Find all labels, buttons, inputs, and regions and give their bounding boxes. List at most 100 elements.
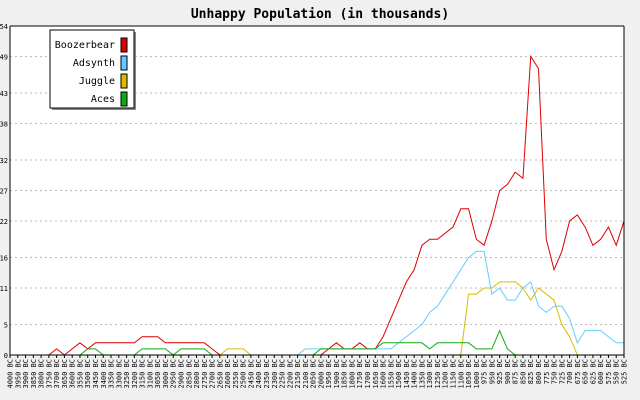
x-tick-label: 2850 BC: [185, 359, 193, 389]
x-tick-label: 1500 BC: [395, 359, 403, 389]
legend-swatch-juggle: [120, 73, 128, 89]
x-tick-label: 2250 BC: [279, 359, 287, 389]
x-tick-label: 3150 BC: [139, 359, 147, 389]
x-tick-label: 3600 BC: [69, 359, 77, 389]
legend-swatch-aces: [120, 91, 128, 107]
x-tick-label: 2150 BC: [294, 359, 302, 389]
x-tick-label: 1600 BC: [380, 359, 388, 389]
x-tick-label: 3900 BC: [22, 359, 30, 389]
x-tick-label: 3800 BC: [38, 359, 46, 389]
x-tick-label: 2700 BC: [209, 359, 217, 389]
x-tick-label: 2450 BC: [247, 359, 255, 389]
x-tick-label: 3000 BC: [162, 359, 170, 389]
y-tick-label: 0: [4, 352, 8, 360]
x-tick-label: 1050 BC: [465, 359, 473, 389]
x-tick-label: 2300 BC: [271, 359, 279, 389]
x-tick-label: 1150 BC: [450, 359, 458, 389]
x-tick-label: 650 BC: [582, 359, 590, 384]
x-tick-label: 825 BC: [527, 359, 535, 384]
x-tick-label: 2000 BC: [317, 359, 325, 389]
x-tick-label: 675 BC: [574, 359, 582, 384]
x-tick-label: 1300 BC: [426, 359, 434, 389]
y-tick-label: 16: [0, 255, 8, 263]
x-tick-label: 900 BC: [504, 359, 512, 384]
x-tick-label: 2800 BC: [193, 359, 201, 389]
x-tick-label: 875 BC: [512, 359, 520, 384]
x-tick-label: 700 BC: [566, 359, 574, 384]
x-tick-label: 775 BC: [543, 359, 551, 384]
x-tick-label: 2050 BC: [310, 359, 318, 389]
y-tick-label: 11: [0, 285, 8, 293]
x-tick-label: 575 BC: [605, 359, 613, 384]
x-tick-label: 2750 BC: [201, 359, 209, 389]
x-tick-label: 3350 BC: [108, 359, 116, 389]
legend: Boozerbear Adsynth Juggle Aces: [49, 29, 136, 110]
x-tick-label: 1850 BC: [341, 359, 349, 389]
x-tick-label: 2650 BC: [216, 359, 224, 389]
x-tick-label: 4000 BC: [7, 359, 15, 389]
y-tick-label: 54: [0, 23, 8, 31]
x-tick-label: 1100 BC: [457, 359, 465, 389]
x-tick-label: 1200 BC: [442, 359, 450, 389]
legend-box: [49, 29, 135, 109]
x-tick-label: 3050 BC: [154, 359, 162, 389]
x-tick-label: 1950 BC: [325, 359, 333, 389]
legend-label: Boozerbear: [55, 40, 115, 51]
x-tick-label: 3400 BC: [100, 359, 108, 389]
x-tick-label: 2500 BC: [240, 359, 248, 389]
x-axis: 4000 BC 3950 BC 3900 BC 3850 BC 3800 BC 3750 …: [7, 355, 629, 389]
x-tick-label: 1550 BC: [387, 359, 395, 389]
y-tick-label: 43: [0, 90, 8, 98]
x-tick-label: 800 BC: [535, 359, 543, 384]
x-tick-label: 3500 BC: [84, 359, 92, 389]
x-tick-label: 3450 BC: [92, 359, 100, 389]
x-tick-label: 3650 BC: [61, 359, 69, 389]
y-tick-label: 5: [4, 322, 8, 330]
x-tick-label: 2200 BC: [286, 359, 294, 389]
x-tick-label: 3850 BC: [30, 359, 38, 389]
y-tick-label: 27: [0, 188, 8, 196]
x-tick-label: 1250 BC: [434, 359, 442, 389]
legend-label: Aces: [91, 94, 115, 105]
x-tick-label: 1400 BC: [411, 359, 419, 389]
x-tick-label: 525 BC: [621, 359, 629, 384]
x-tick-label: 3700 BC: [53, 359, 61, 389]
x-tick-label: 3300 BC: [115, 359, 123, 389]
x-tick-label: 1000 BC: [473, 359, 481, 389]
legend-label: Juggle: [79, 76, 115, 87]
x-tick-label: 2950 BC: [170, 359, 178, 389]
x-tick-label: 1700 BC: [364, 359, 372, 389]
x-tick-label: 3100 BC: [146, 359, 154, 389]
x-tick-label: 600 BC: [597, 359, 605, 384]
x-tick-label: 750 BC: [551, 359, 559, 384]
legend-swatch-adsynth: [120, 55, 128, 71]
x-tick-label: 3950 BC: [14, 359, 22, 389]
x-tick-label: 975 BC: [481, 359, 489, 384]
y-tick-label: 38: [0, 120, 8, 128]
x-tick-label: 3750 BC: [45, 359, 53, 389]
legend-swatch-boozerbear: [120, 37, 128, 53]
y-axis: 0 5 11 16 22 27 32 38 43 49 54: [0, 23, 8, 360]
x-tick-label: 1900 BC: [333, 359, 341, 389]
y-tick-label: 32: [0, 157, 8, 165]
y-tick-label: 22: [0, 218, 8, 226]
x-tick-label: 1650 BC: [372, 359, 380, 389]
x-tick-label: 1450 BC: [403, 359, 411, 389]
x-tick-label: 625 BC: [589, 359, 597, 384]
chart-title: Unhappy Population (in thousands): [191, 7, 449, 22]
x-tick-label: 1800 BC: [348, 359, 356, 389]
x-tick-label: 725 BC: [558, 359, 566, 384]
x-tick-label: 3550 BC: [76, 359, 84, 389]
x-tick-label: 3200 BC: [131, 359, 139, 389]
x-tick-label: 2600 BC: [224, 359, 232, 389]
x-tick-label: 2100 BC: [302, 359, 310, 389]
legend-label: Adsynth: [73, 58, 115, 69]
x-tick-label: 2550 BC: [232, 359, 240, 389]
x-tick-label: 1750 BC: [356, 359, 364, 389]
x-tick-label: 2900 BC: [177, 359, 185, 389]
x-tick-label: 925 BC: [496, 359, 504, 384]
x-tick-label: 2400 BC: [255, 359, 263, 389]
x-tick-label: 950 BC: [488, 359, 496, 384]
gridlines: [10, 55, 624, 326]
